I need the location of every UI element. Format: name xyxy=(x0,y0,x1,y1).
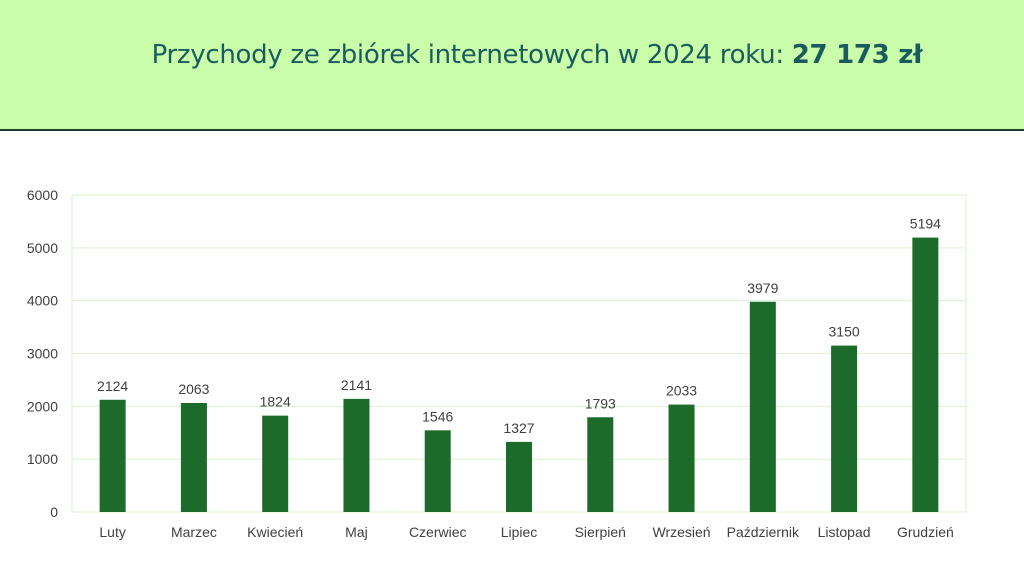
y-tick-label: 4000 xyxy=(27,293,58,309)
data-label: 1327 xyxy=(503,420,534,436)
y-tick-label: 2000 xyxy=(27,398,58,414)
x-category-label: Maj xyxy=(345,524,368,540)
y-tick-label: 0 xyxy=(50,504,58,520)
bar xyxy=(99,399,126,512)
bar xyxy=(912,237,939,512)
x-category-label: Listopad xyxy=(818,524,871,540)
bar xyxy=(424,430,451,512)
bar xyxy=(262,415,289,512)
y-axis-ticks: 0 1000 2000 3000 4000 5000 6000 xyxy=(27,187,58,520)
x-category-label: Marzec xyxy=(171,524,217,540)
title-prefix: Przychody ze zbiórek internetowych w 202… xyxy=(151,40,792,70)
x-category-label: Październik xyxy=(727,524,800,540)
data-label: 5194 xyxy=(910,216,941,232)
data-labels: 2124 2063 1824 2141 1546 1327 1793 2033 3979 3150… xyxy=(97,216,941,436)
y-tick-label: 6000 xyxy=(27,187,58,203)
bar xyxy=(180,403,207,512)
title-amount: 27 173 zł xyxy=(791,40,923,70)
x-category-label: Sierpień xyxy=(575,524,626,540)
x-category-label: Czerwiec xyxy=(409,524,467,540)
x-category-label: Wrzesień xyxy=(652,524,710,540)
bar xyxy=(831,345,858,512)
data-label: 2124 xyxy=(97,378,128,394)
bar xyxy=(668,404,695,512)
x-category-label: Grudzień xyxy=(897,524,954,540)
page-title: Przychody ze zbiórek internetowych w 202… xyxy=(0,40,1024,70)
bar xyxy=(749,301,776,512)
bar xyxy=(587,417,614,512)
y-tick-label: 1000 xyxy=(27,451,58,467)
bar xyxy=(506,441,532,512)
data-label: 2063 xyxy=(178,381,209,397)
data-label: 1824 xyxy=(260,394,291,410)
y-tick-label: 3000 xyxy=(27,346,58,362)
x-category-label: Luty xyxy=(99,524,125,540)
data-label: 3150 xyxy=(829,324,860,340)
data-label: 1546 xyxy=(422,408,453,424)
data-label: 1793 xyxy=(585,395,616,411)
x-category-label: Lipiec xyxy=(501,524,538,540)
title-banner: Przychody ze zbiórek internetowych w 202… xyxy=(0,0,1024,131)
data-label: 2033 xyxy=(666,383,697,399)
bar xyxy=(343,398,370,512)
data-label: 2141 xyxy=(341,377,372,393)
y-tick-label: 5000 xyxy=(27,240,58,256)
bars xyxy=(99,237,939,512)
x-category-label: Kwiecień xyxy=(247,524,303,540)
data-label: 3979 xyxy=(747,280,778,296)
x-axis-categories: Luty Marzec Kwiecień Maj Czerwiec Lipiec Sierp… xyxy=(99,524,953,540)
